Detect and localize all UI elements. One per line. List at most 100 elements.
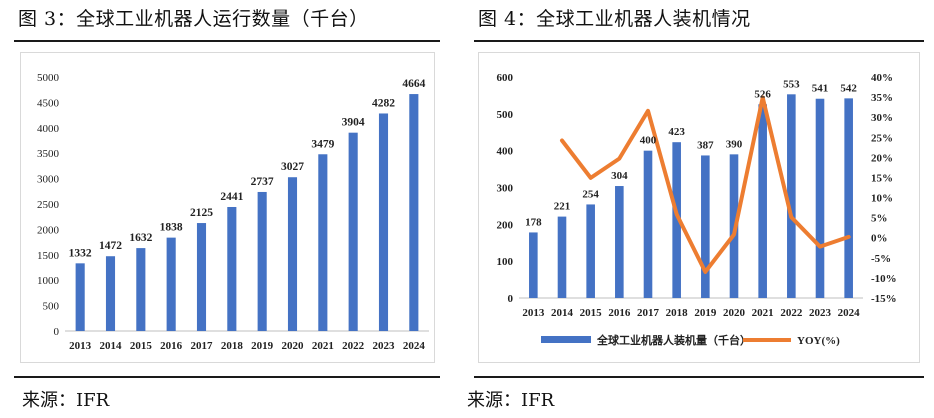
y-tick-label: 0 <box>54 326 60 338</box>
bar <box>557 216 567 298</box>
x-tick-label: 2014 <box>551 307 574 319</box>
figure-4-title: 图 4：全球工业机器人装机情况 <box>478 8 751 30</box>
bar <box>672 142 681 298</box>
bar <box>75 263 85 331</box>
x-tick-label: 2014 <box>100 340 123 352</box>
data-label: 541 <box>812 83 829 95</box>
x-tick-label: 2018 <box>221 340 244 352</box>
x-tick-label: 2021 <box>312 340 334 352</box>
x-tick-label: 2022 <box>342 340 365 352</box>
yoy-line <box>560 95 851 274</box>
bottom-divider-right <box>474 376 924 378</box>
data-label: 553 <box>783 78 800 90</box>
installations-combo-chart: 0 100 200 300 400 500 600 -15% -10% -5% 0% 5% 10% 15%… <box>497 72 897 347</box>
y2-tick-label: 40% <box>871 72 893 84</box>
bar <box>166 237 176 331</box>
y-tick-label: 4000 <box>37 123 60 135</box>
x-tick-label: 2024 <box>403 340 426 352</box>
chart-panel-right: 0 100 200 300 400 500 600 -15% -10% -5% 0% 5% 10% 15%… <box>478 52 920 363</box>
bar <box>844 98 853 298</box>
data-label: 4664 <box>402 78 425 90</box>
bar <box>586 204 595 298</box>
data-label: 4282 <box>372 97 395 109</box>
bar <box>227 206 237 331</box>
bar <box>701 155 710 298</box>
data-label: 1332 <box>69 247 92 259</box>
y-tick-label: 3000 <box>37 174 60 186</box>
y2-tick-label: 30% <box>871 112 893 124</box>
data-label: 387 <box>697 139 714 151</box>
bar <box>105 256 116 331</box>
y-tick-label: 2000 <box>37 224 60 236</box>
bar <box>318 154 328 331</box>
top-divider-left <box>14 40 440 42</box>
x-tick-label: 2016 <box>160 340 183 352</box>
x-tick-label: 2024 <box>838 307 861 319</box>
y2-tick-label: -10% <box>871 273 897 285</box>
x-tick-label: 2020 <box>723 307 746 319</box>
bar <box>287 177 298 331</box>
data-label: 3027 <box>281 161 304 173</box>
data-label: 2125 <box>190 207 213 219</box>
operational-stock-bar-chart: 0 500 1000 1500 2000 2500 3000 3500 4000 4500 5000… <box>37 72 429 352</box>
y2-tick-label: 15% <box>871 172 893 184</box>
x-tick-label: 2016 <box>608 307 631 319</box>
top-divider-right <box>474 40 924 42</box>
bar <box>136 248 146 331</box>
bar <box>196 223 207 331</box>
x-tick-label: 2023 <box>373 340 396 352</box>
x-tick-label: 2017 <box>637 307 660 319</box>
x-tick-label: 2020 <box>282 340 305 352</box>
y-tick-label: 300 <box>497 183 514 195</box>
y2-tick-label: 35% <box>871 92 893 104</box>
y-tick-label: 500 <box>497 109 514 121</box>
y2-tick-label: 0% <box>871 233 888 245</box>
x-tick-label: 2019 <box>694 307 717 319</box>
y-tick-label: 400 <box>497 146 514 158</box>
chart-panel-left: 0 500 1000 1500 2000 2500 3000 3500 4000 4500 5000… <box>20 52 435 363</box>
x-tick-label: 2015 <box>130 340 153 352</box>
data-label: 542 <box>840 82 857 94</box>
bar <box>378 113 389 331</box>
legend-swatch-installations <box>541 336 591 343</box>
x-tick-label: 2019 <box>251 340 274 352</box>
data-label: 178 <box>525 216 542 228</box>
y-tick-label: 600 <box>497 72 514 84</box>
x-tick-label: 2018 <box>666 307 689 319</box>
data-label: 304 <box>611 170 628 182</box>
y-tick-label: 1000 <box>37 275 60 287</box>
data-label: 3479 <box>311 138 334 150</box>
data-label: 254 <box>582 188 599 200</box>
x-tick-label: 2023 <box>809 307 832 319</box>
data-label: 400 <box>640 135 657 147</box>
bar <box>787 94 796 298</box>
bar <box>409 94 419 331</box>
data-label: 1838 <box>160 222 183 234</box>
y-tick-label: 4500 <box>37 97 60 109</box>
y-tick-label: 0 <box>508 293 514 305</box>
data-label: 526 <box>754 88 771 100</box>
bottom-divider-left <box>14 376 440 378</box>
y2-tick-label: -5% <box>871 253 891 265</box>
figure-4-source: 来源：IFR <box>467 390 555 411</box>
y-tick-label: 1500 <box>37 250 60 262</box>
bar <box>348 132 358 331</box>
y-tick-label: 3500 <box>37 148 60 160</box>
x-tick-label: 2022 <box>780 307 803 319</box>
y2-tick-label: 25% <box>871 132 893 144</box>
x-tick-label: 2013 <box>522 307 545 319</box>
data-label: 2441 <box>220 191 243 203</box>
figure-3-source: 来源：IFR <box>22 390 110 411</box>
bar <box>615 186 624 298</box>
legend-label-yoy: YOY(%) <box>797 335 840 347</box>
data-label: 3904 <box>342 117 365 129</box>
data-label: 423 <box>668 126 685 138</box>
data-label: 1632 <box>129 232 152 244</box>
y-tick-label: 100 <box>497 256 514 268</box>
y-tick-label: 2500 <box>37 199 60 211</box>
x-tick-label: 2017 <box>191 340 214 352</box>
x-tick-label: 2015 <box>580 307 603 319</box>
bar <box>257 191 267 331</box>
legend-label-installations: 全球工业机器人装机量（千台） <box>596 333 751 347</box>
y2-tick-label: -15% <box>871 293 897 305</box>
